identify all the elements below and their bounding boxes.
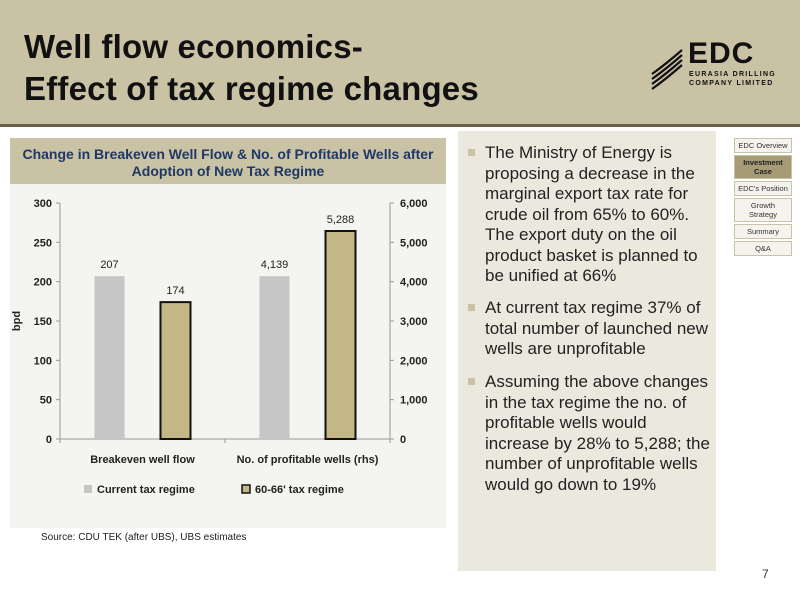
bullet-text: At current tax regime 37% of total numbe… (485, 298, 709, 358)
slide-title-line-1: Well flow economics- (24, 28, 363, 65)
left-tick-label: 150 (34, 316, 52, 328)
right-tick-label: 1,000 (400, 395, 428, 407)
right-tick-label: 6,000 (400, 198, 428, 210)
bullet-text: Assuming the above changes in the tax re… (485, 372, 710, 494)
bar-new-1 (324, 230, 357, 440)
nav-item-growth-strategy[interactable]: Growth Strategy (734, 198, 792, 222)
left-tick-label: 50 (40, 395, 52, 407)
nav-item-qa[interactable]: Q&A (734, 241, 792, 256)
bar-current-1 (259, 276, 290, 439)
category-label: Breakeven well flow (90, 454, 195, 466)
bar-current-0 (94, 276, 125, 439)
page-number: 7 (762, 567, 769, 581)
chart-title-band (10, 138, 446, 184)
left-tick-label: 100 (34, 355, 52, 367)
legend-label: 60-66' tax regime (255, 484, 344, 496)
slide-title-line-2: Effect of tax regime changes (24, 70, 479, 107)
legend-swatch (84, 485, 92, 493)
nav-item-summary[interactable]: Summary (734, 224, 792, 239)
bar-data-label: 207 (100, 259, 118, 271)
nav-item-edc-position[interactable]: EDC's Position (734, 181, 792, 196)
left-tick-label: 300 (34, 198, 52, 210)
right-tick-label: 2,000 (400, 355, 428, 367)
bullet-item: The Ministry of Energy is proposing a de… (468, 143, 713, 287)
right-tick-label: 0 (400, 434, 406, 446)
legend-label: Current tax regime (97, 484, 195, 496)
bar-data-label: 174 (166, 285, 184, 297)
section-nav: EDC Overview Investment Case EDC's Posit… (734, 138, 792, 258)
right-tick-label: 3,000 (400, 316, 428, 328)
bar-data-label: 5,288 (327, 214, 355, 226)
logo-swoosh-icon (651, 49, 683, 90)
bullet-square-icon (468, 378, 475, 385)
legend-swatch (241, 484, 251, 494)
logo-subtitle-2: COMPANY LIMITED (689, 80, 774, 87)
y-axis-title: bpd (11, 311, 23, 331)
right-tick-label: 4,000 (400, 277, 428, 289)
bar-new-0 (159, 301, 192, 440)
source-note: Source: CDU TEK (after UBS), UBS estimat… (41, 532, 247, 543)
bar-chart: 0 0 50 1,000 100 2,000 150 3,000 200 4,000 250 5,00… (11, 198, 428, 496)
edc-logo: EDC EURASIA DRILLING COMPANY LIMITED (648, 37, 775, 90)
bar-data-label: 4,139 (261, 259, 289, 271)
left-tick-label: 250 (34, 237, 52, 249)
chart-title: Change in Breakeven Well Flow & No. of P… (22, 146, 434, 179)
logo-wordmark: EDC (688, 37, 755, 70)
left-tick-label: 200 (34, 277, 52, 289)
left-tick-label: 0 (46, 434, 52, 446)
chart-panel: Change in Breakeven Well Flow & No. of P… (10, 138, 446, 528)
bullet-item: At current tax regime 37% of total numbe… (468, 298, 713, 360)
header-divider (0, 124, 800, 127)
logo-subtitle-1: EURASIA DRILLING (689, 71, 777, 78)
bullet-panel: The Ministry of Energy is proposing a de… (458, 131, 716, 571)
nav-item-investment-case[interactable]: Investment Case (734, 155, 792, 179)
bullet-square-icon (468, 304, 475, 311)
bullet-square-icon (468, 149, 475, 156)
right-tick-label: 5,000 (400, 237, 428, 249)
bullet-item: Assuming the above changes in the tax re… (468, 372, 713, 495)
bullet-text: The Ministry of Energy is proposing a de… (485, 143, 698, 285)
category-label: No. of profitable wells (rhs) (237, 454, 379, 466)
nav-item-edc-overview[interactable]: EDC Overview (734, 138, 792, 153)
